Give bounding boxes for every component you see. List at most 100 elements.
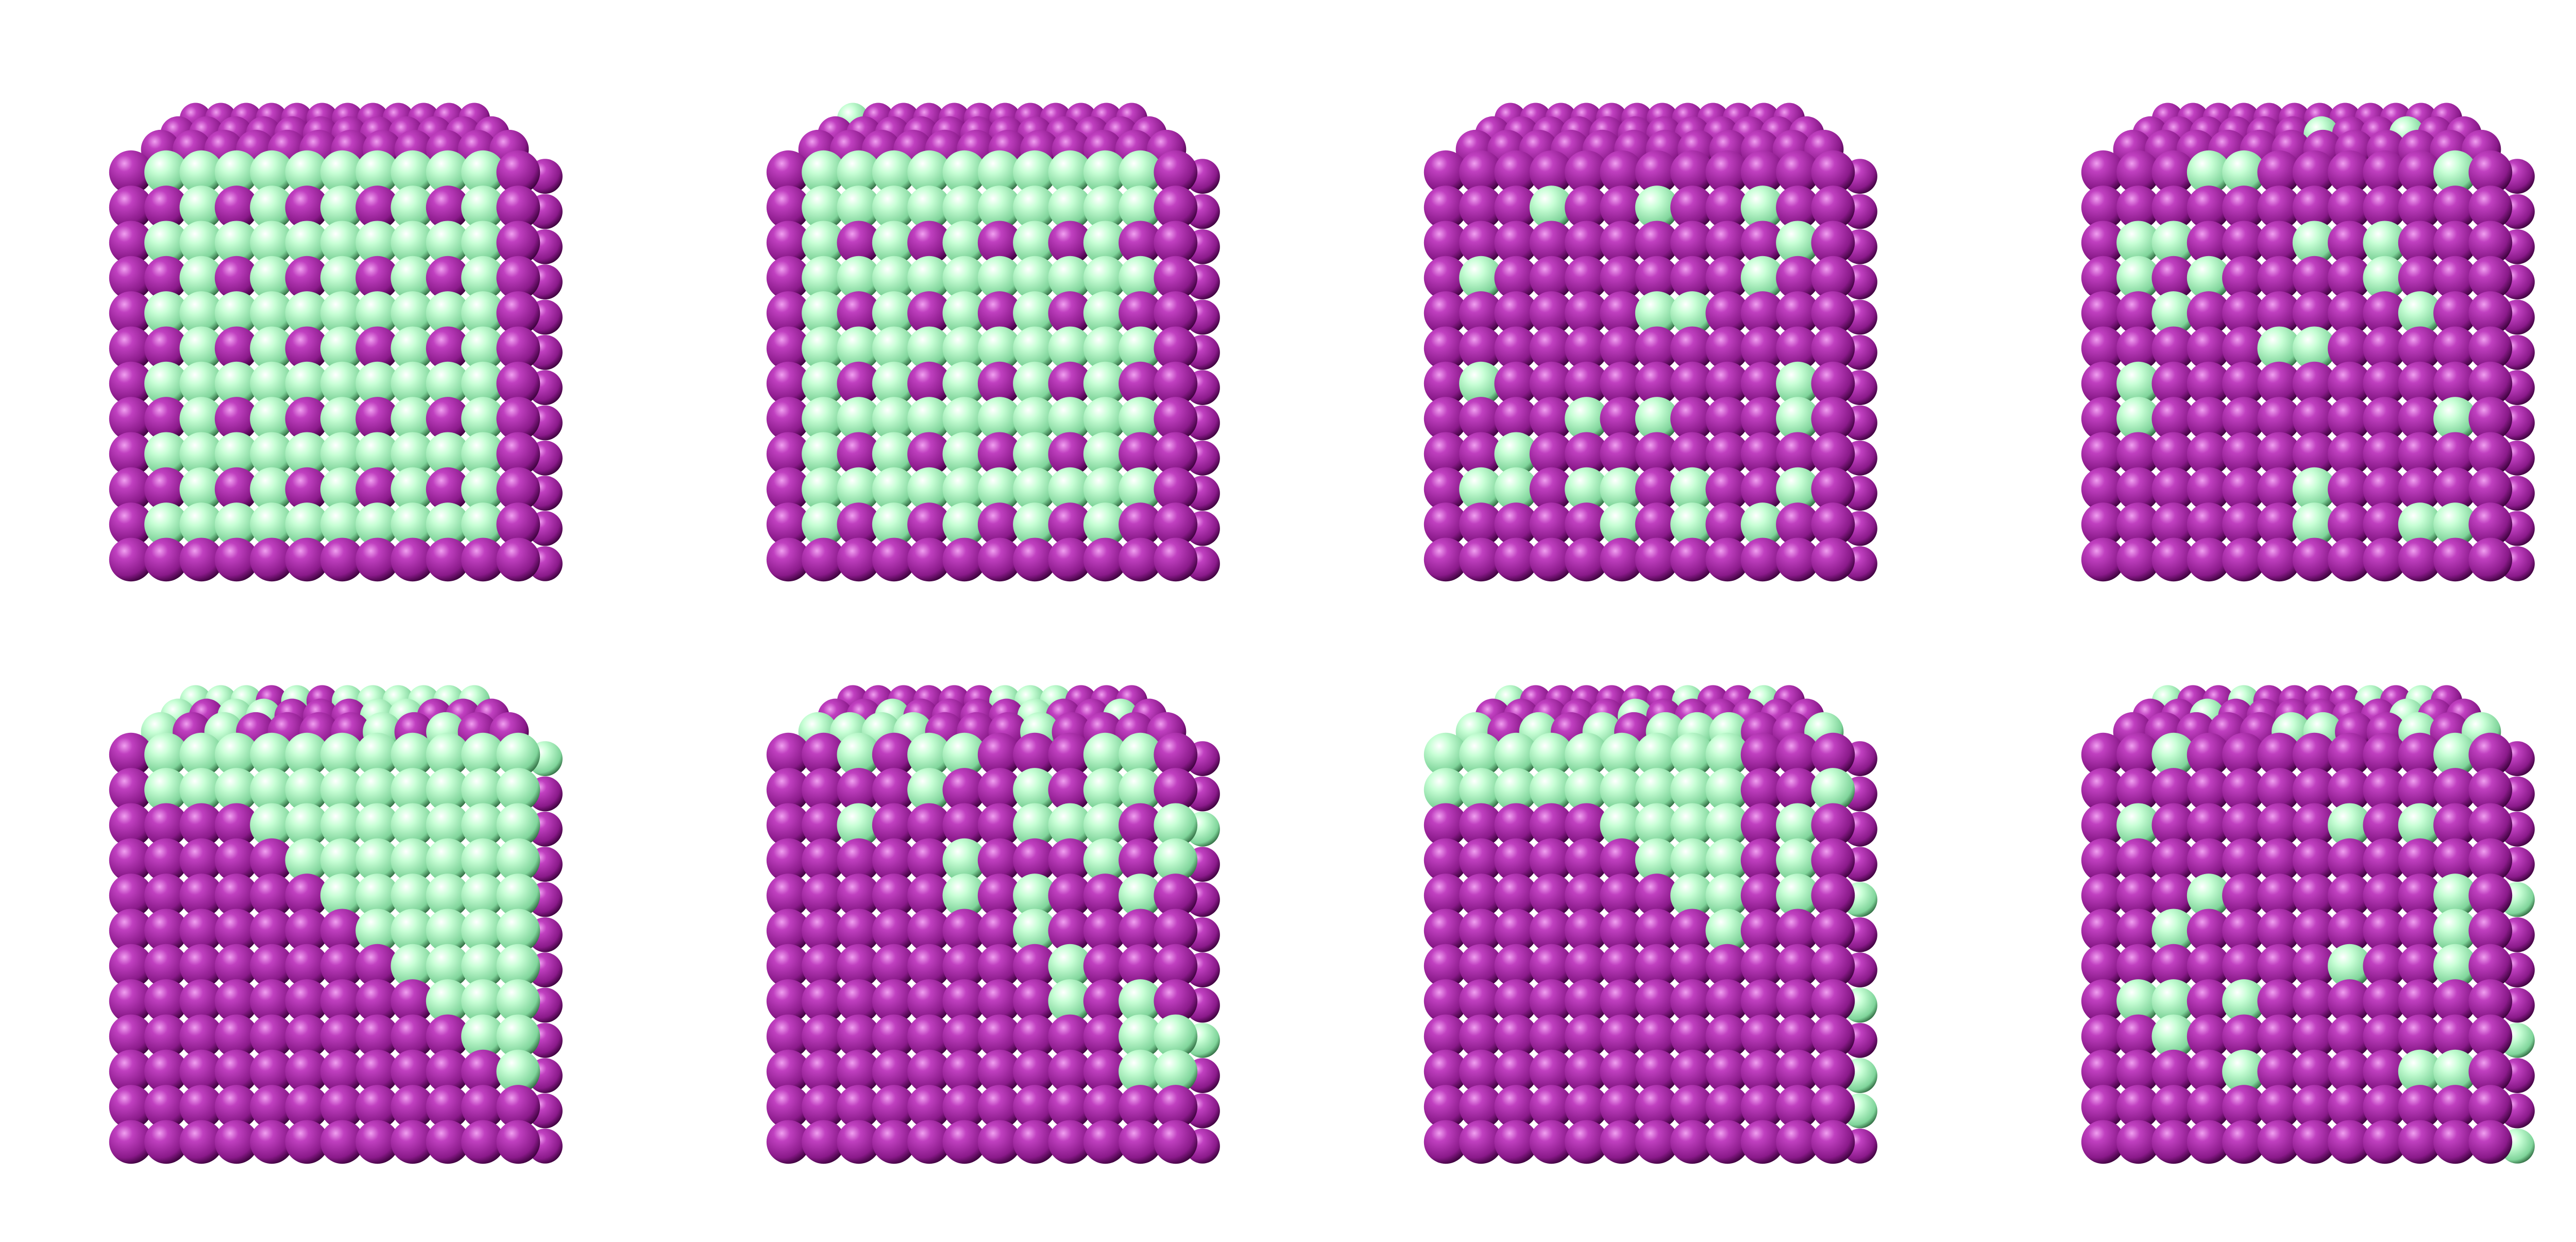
atom xyxy=(2398,1014,2442,1059)
atom xyxy=(1459,1049,1503,1094)
atom xyxy=(907,326,951,371)
atom xyxy=(1565,432,1608,476)
nanocube xyxy=(766,685,1220,1164)
atom xyxy=(1423,502,1468,546)
atom xyxy=(1083,1049,1127,1094)
atom xyxy=(1459,432,1503,476)
atom xyxy=(2187,291,2231,335)
atom xyxy=(1423,291,1468,335)
atom xyxy=(1118,186,1162,229)
atom xyxy=(1083,361,1127,406)
atom xyxy=(320,1014,364,1059)
atom xyxy=(2116,291,2160,335)
atom xyxy=(1635,291,1679,335)
atom xyxy=(1600,874,1644,917)
atom xyxy=(2081,1014,2125,1059)
atom xyxy=(2363,467,2407,511)
atom xyxy=(144,944,188,988)
atom xyxy=(1459,944,1503,988)
atom xyxy=(1529,874,1573,917)
atom xyxy=(2257,1085,2301,1129)
atom xyxy=(144,221,188,265)
atom xyxy=(179,291,224,335)
atom xyxy=(391,186,435,229)
atom xyxy=(802,944,845,988)
atom xyxy=(1423,838,1468,882)
atom xyxy=(766,874,810,917)
atom xyxy=(1154,732,1198,777)
atom xyxy=(320,768,364,812)
atom xyxy=(250,397,294,441)
atom xyxy=(2116,397,2160,441)
atom xyxy=(2468,838,2513,882)
atom xyxy=(2468,186,2513,229)
atom xyxy=(2363,1085,2407,1129)
atom xyxy=(285,944,329,988)
atom xyxy=(2328,944,2371,988)
atom xyxy=(837,291,881,335)
atom xyxy=(1459,732,1503,777)
atom xyxy=(250,1120,294,1164)
atom xyxy=(1494,944,1538,988)
atom xyxy=(2187,502,2231,546)
atom xyxy=(942,256,987,300)
atom xyxy=(2081,874,2125,917)
atom xyxy=(2116,874,2160,917)
atom xyxy=(1459,874,1503,917)
atom xyxy=(2116,186,2160,229)
atom xyxy=(250,326,294,371)
atom xyxy=(2292,186,2336,229)
atom xyxy=(2257,221,2301,265)
atom xyxy=(1423,944,1468,988)
atom xyxy=(2116,1049,2160,1094)
atom xyxy=(1740,979,1785,1023)
atom xyxy=(766,361,810,406)
atom xyxy=(1013,256,1057,300)
atom xyxy=(2151,326,2196,371)
atom xyxy=(1118,1014,1162,1059)
atom xyxy=(1048,1014,1092,1059)
atom xyxy=(2328,502,2371,546)
atom xyxy=(461,768,505,812)
atom xyxy=(461,909,505,953)
atom xyxy=(1459,150,1503,194)
atom xyxy=(872,1049,916,1094)
atom xyxy=(1776,432,1820,476)
atom xyxy=(2328,361,2371,406)
atom xyxy=(1565,909,1608,953)
atom xyxy=(1635,221,1679,265)
atom xyxy=(1083,944,1127,988)
atom xyxy=(942,467,987,511)
atom xyxy=(496,361,540,406)
atom xyxy=(461,361,505,406)
atom xyxy=(2398,732,2442,777)
atom xyxy=(1529,1049,1573,1094)
atom xyxy=(942,838,987,882)
atom xyxy=(872,1085,916,1129)
atom xyxy=(1529,397,1573,441)
atom xyxy=(496,150,540,194)
atom xyxy=(355,256,399,300)
atom xyxy=(109,803,153,847)
atom xyxy=(2222,944,2266,988)
atom xyxy=(391,838,435,882)
atom xyxy=(2433,186,2477,229)
atom xyxy=(2363,291,2407,335)
atom xyxy=(766,538,810,582)
atom xyxy=(802,432,845,476)
atom xyxy=(1154,186,1198,229)
atom xyxy=(907,221,951,265)
atom xyxy=(355,291,399,335)
atom xyxy=(1118,150,1162,194)
atom xyxy=(977,150,1022,194)
atom xyxy=(942,150,987,194)
atom xyxy=(1740,150,1785,194)
atom xyxy=(1154,874,1198,917)
atom xyxy=(2468,1085,2513,1129)
atom xyxy=(2187,186,2231,229)
atom xyxy=(766,467,810,511)
atom xyxy=(320,432,364,476)
atom xyxy=(2363,150,2407,194)
atom xyxy=(1529,186,1573,229)
